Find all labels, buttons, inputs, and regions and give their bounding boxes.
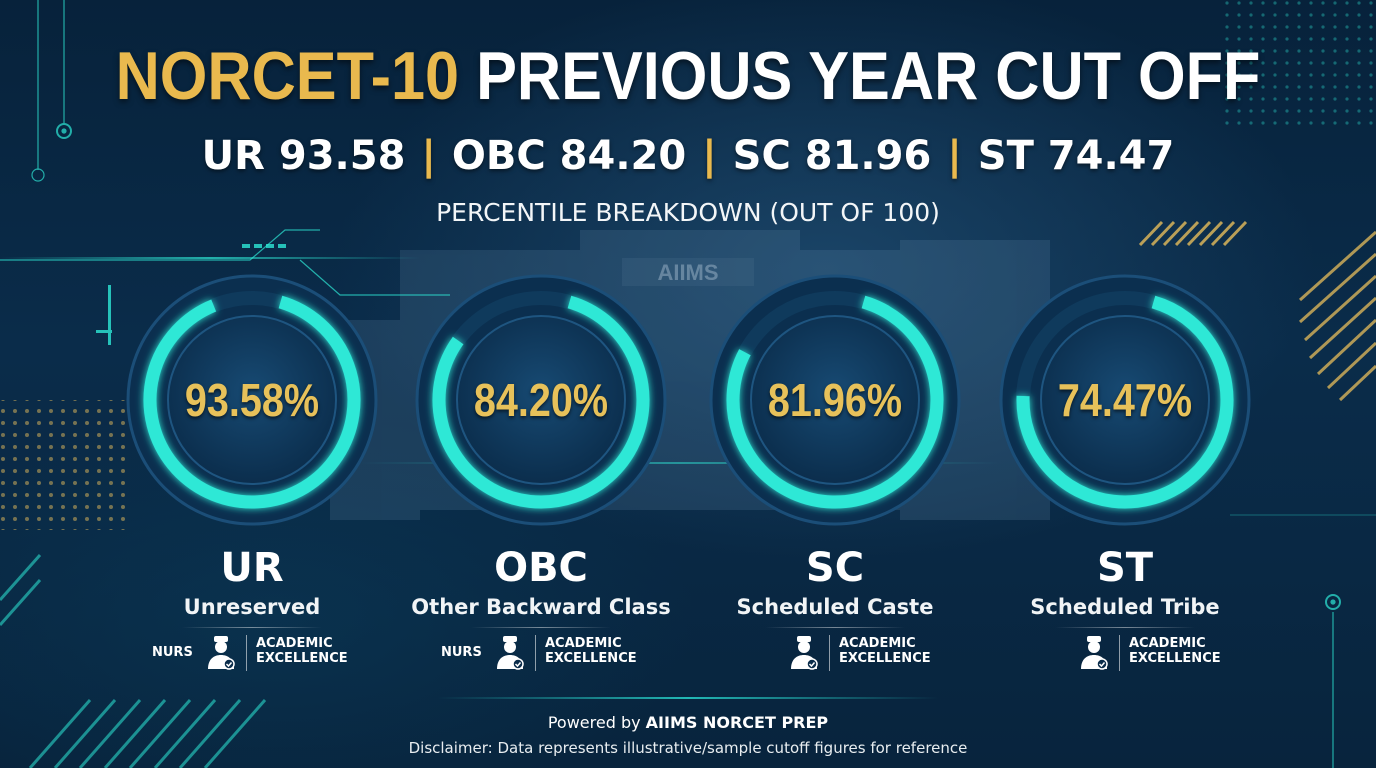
academic-badge: ACADEMIC EXCELLENCE <box>1077 635 1257 671</box>
disclaimer: Disclaimer: Data represents illustrative… <box>408 739 968 757</box>
gauge-value-st: 74.47% <box>1057 374 1193 426</box>
category-divider <box>471 627 611 628</box>
summary-separator: | <box>421 133 436 179</box>
summary-item-obc: OBC 84.20 <box>451 133 687 179</box>
category-divider <box>182 627 322 628</box>
gauge-value-ur: 93.58% <box>184 374 320 426</box>
badge-prefix: NURS <box>441 645 482 660</box>
title-rest: PREVIOUS YEAR CUT OFF <box>476 38 1261 114</box>
gold-stripes <box>1138 220 1248 247</box>
badge-divider <box>1119 635 1120 671</box>
teal-stripes <box>0 554 267 768</box>
title-highlight: NORCET-10 <box>115 38 460 114</box>
badge-line1: ACADEMIC <box>1129 636 1206 651</box>
gauge-inner-disc <box>750 315 920 485</box>
gauge-ur <box>126 274 378 526</box>
gauge-sc <box>709 274 961 526</box>
cutoff-summary: UR 93.58 | OBC 84.20 | SC 81.96 | ST 74.… <box>0 130 1376 182</box>
badge-text: ACADEMIC EXCELLENCE <box>256 636 376 666</box>
category-divider <box>765 627 905 628</box>
teal-dot-pattern <box>1220 0 1376 130</box>
category-code-sc: SC <box>805 545 865 591</box>
gauge-inner-disc <box>167 315 337 485</box>
gauge-arc-st <box>1016 295 1234 509</box>
summary-item-sc: SC 81.96 <box>732 133 932 179</box>
nurse-icon <box>791 636 818 670</box>
nurse-icon <box>1081 636 1108 670</box>
category-name-sc: Scheduled Caste <box>736 595 934 619</box>
academic-badge: NURS ACADEMIC EXCELLENCE <box>441 635 673 671</box>
badge-line2: EXCELLENCE <box>545 651 637 666</box>
gold-stripe-arc <box>1298 230 1376 402</box>
badge-text: ACADEMIC EXCELLENCE <box>839 636 959 666</box>
badge-line1: ACADEMIC <box>545 636 622 651</box>
nurse-icon <box>497 636 524 670</box>
dash-marks <box>96 244 286 345</box>
badge-text: ACADEMIC EXCELLENCE <box>545 636 665 666</box>
gauge-arc-sc <box>726 295 944 509</box>
category-divider <box>1055 627 1195 628</box>
gauge-value-sc: 81.96% <box>767 374 903 426</box>
gauge-value-obc: 84.20% <box>473 374 609 426</box>
badge-line2: EXCELLENCE <box>1129 651 1221 666</box>
gold-dot-pattern <box>0 400 130 530</box>
building-sign-text: AIIMS <box>657 260 718 285</box>
badge-line1: ACADEMIC <box>839 636 916 651</box>
academic-badge: ACADEMIC EXCELLENCE <box>787 635 967 671</box>
badge-divider <box>246 635 247 671</box>
badge-line2: EXCELLENCE <box>256 651 348 666</box>
footer-divider <box>438 697 938 699</box>
powered-by: Powered by AIIMS NORCET PREP <box>0 712 1376 734</box>
badge-divider <box>535 635 536 671</box>
summary-item-ur: UR 93.58 <box>201 133 406 179</box>
powered-prefix: Powered by <box>547 713 641 732</box>
summary-separator: | <box>702 133 717 179</box>
category-code-ur: UR <box>220 545 284 591</box>
category-name-st: Scheduled Tribe <box>1030 595 1220 619</box>
badge-line1: ACADEMIC <box>256 636 333 651</box>
gauge-arc-ur <box>143 295 361 509</box>
badge-text: ACADEMIC EXCELLENCE <box>1129 636 1249 666</box>
building-sign: AIIMS <box>622 258 754 286</box>
nurse-icon <box>208 636 235 670</box>
chart-subtitle: PERCENTILE BREAKDOWN (OUT OF 100) <box>436 198 940 227</box>
gauge-arc-obc <box>432 295 650 509</box>
academic-badge: NURS ACADEMIC EXCELLENCE <box>152 635 384 671</box>
gauge-inner-disc <box>1040 315 1210 485</box>
badge-prefix: NURS <box>152 645 193 660</box>
summary-separator: | <box>947 133 962 179</box>
category-name-ur: Unreserved <box>183 595 321 619</box>
category-code-obc: OBC <box>494 545 588 591</box>
gauge-inner-disc <box>456 315 626 485</box>
category-code-st: ST <box>1096 545 1154 591</box>
gauge-st <box>999 274 1251 526</box>
badge-divider <box>829 635 830 671</box>
summary-item-st: ST 74.47 <box>977 133 1175 179</box>
badge-line2: EXCELLENCE <box>839 651 931 666</box>
category-name-obc: Other Backward Class <box>411 595 671 619</box>
powered-brand: AIIMS NORCET PREP <box>645 713 829 732</box>
page-title: NORCET-10 PREVIOUS YEAR CUT OFF <box>69 36 1307 116</box>
gauge-obc <box>415 274 667 526</box>
